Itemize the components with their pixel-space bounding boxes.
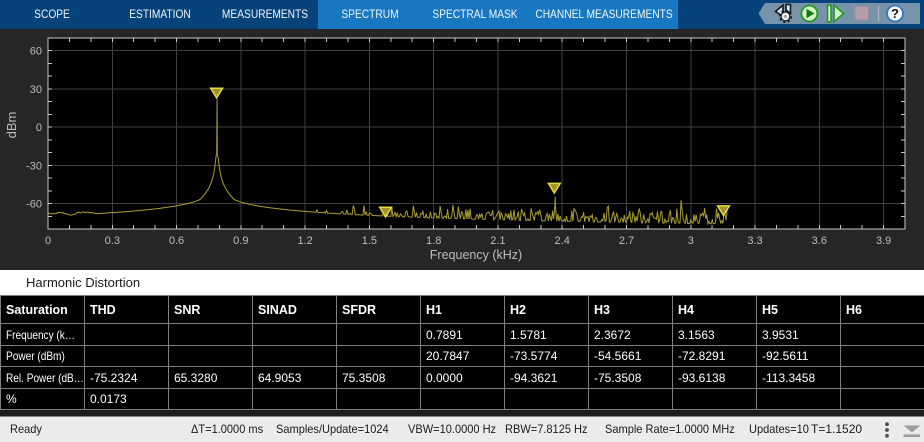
svg-text:0: 0: [36, 122, 42, 134]
svg-text:1.2: 1.2: [297, 235, 312, 247]
svg-text:3.6: 3.6: [812, 235, 827, 247]
svg-text:?: ?: [891, 6, 899, 21]
svg-text:0.6: 0.6: [169, 235, 184, 247]
svg-text:30: 30: [30, 84, 42, 96]
svg-text:0.3: 0.3: [105, 235, 120, 247]
svg-text:-30: -30: [26, 160, 42, 172]
svg-text:dBm: dBm: [4, 112, 19, 139]
svg-text:2.7: 2.7: [619, 235, 634, 247]
svg-text:2.4: 2.4: [555, 235, 570, 247]
svg-text:1.5: 1.5: [362, 235, 377, 247]
svg-text:1.8: 1.8: [426, 235, 441, 247]
svg-text:Frequency (kHz): Frequency (kHz): [430, 248, 522, 262]
svg-text:3: 3: [688, 235, 694, 247]
svg-text:3.9: 3.9: [876, 235, 891, 247]
svg-text:60: 60: [30, 46, 42, 58]
svg-text:3.3: 3.3: [747, 235, 762, 247]
svg-text:0: 0: [45, 235, 51, 247]
svg-text:2.1: 2.1: [490, 235, 505, 247]
svg-text:0.9: 0.9: [233, 235, 248, 247]
svg-text:-60: -60: [26, 199, 42, 211]
